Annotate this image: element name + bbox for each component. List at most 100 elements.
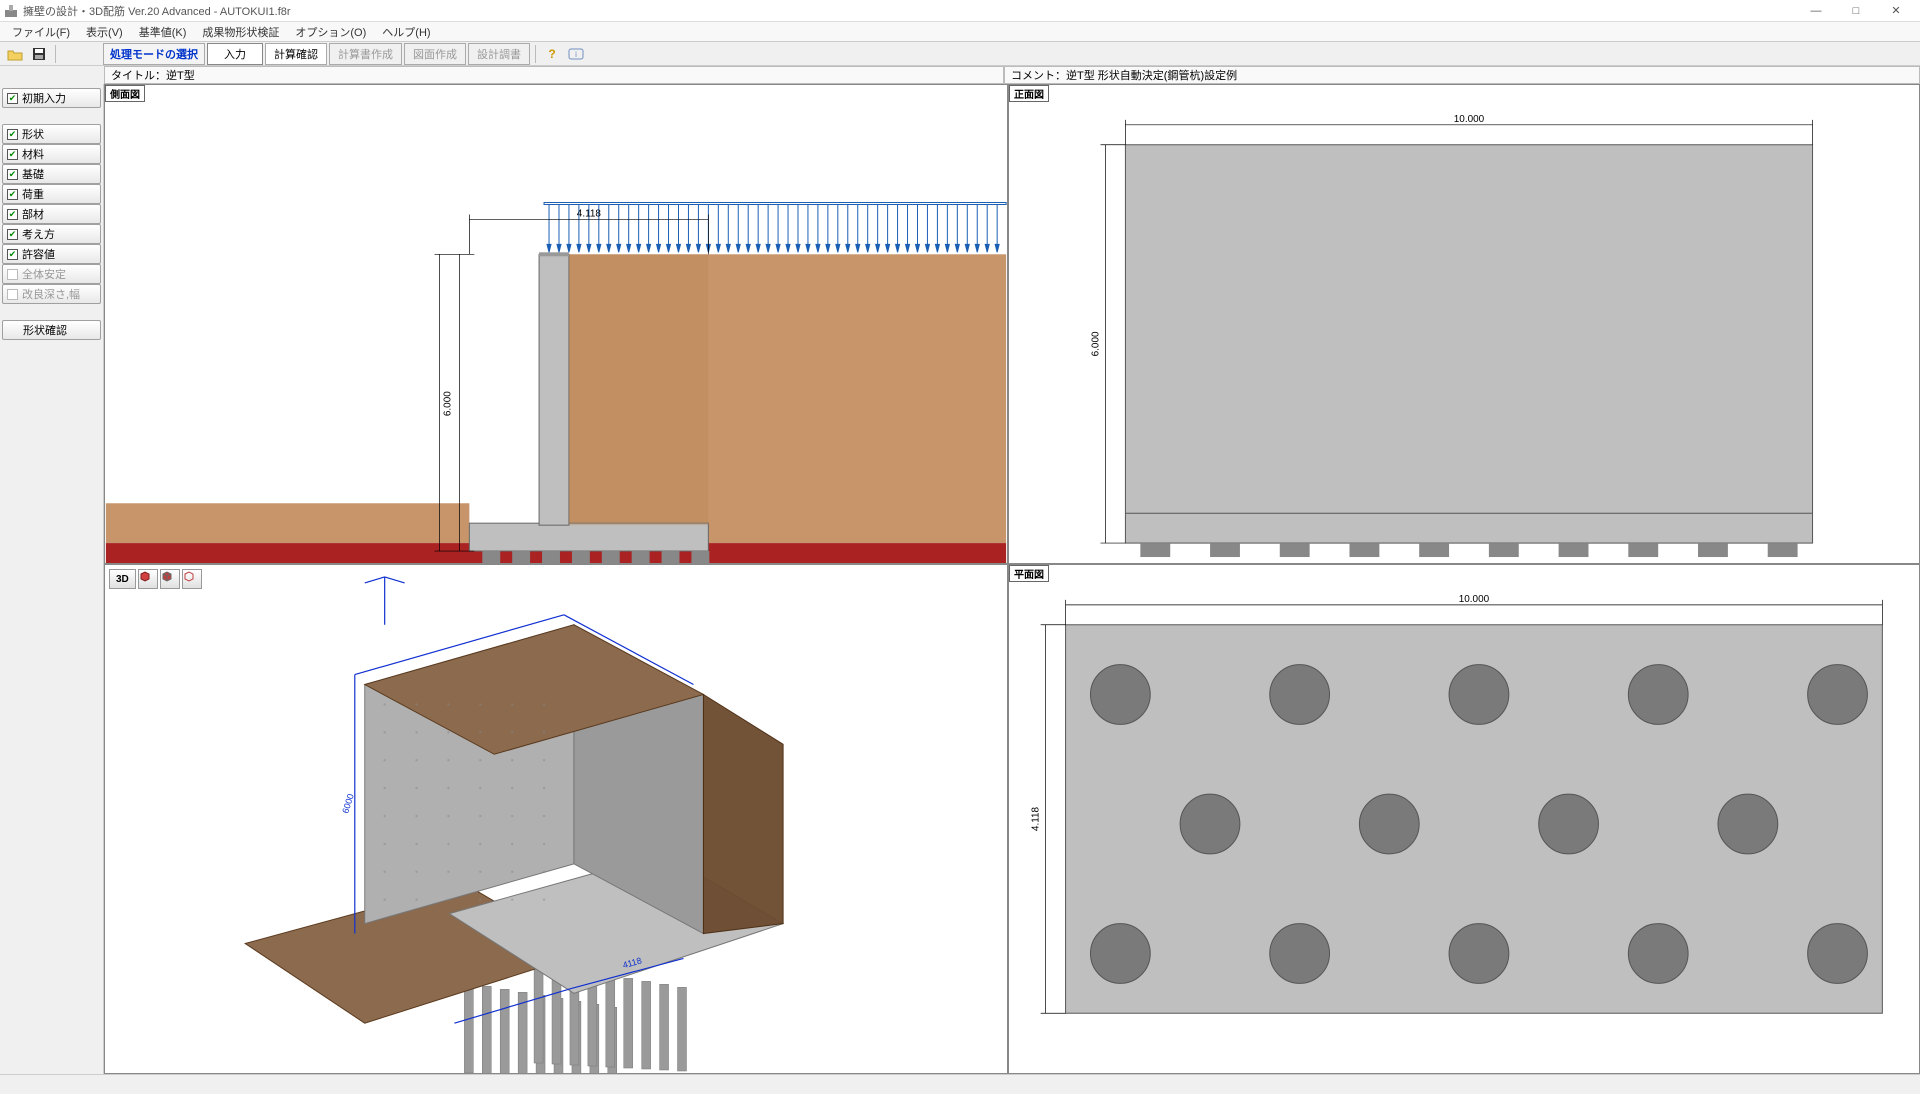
mode-report-button[interactable]: 計算書作成 bbox=[329, 43, 402, 65]
check-icon bbox=[7, 269, 18, 280]
title-value: 逆T型 bbox=[166, 67, 195, 83]
svg-text:4.118: 4.118 bbox=[1031, 806, 1042, 831]
check-icon bbox=[7, 289, 18, 300]
sidebar-item-label: 改良深さ,幅 bbox=[22, 286, 80, 302]
3d-toolbar: 3D bbox=[109, 569, 202, 589]
window-title: 擁壁の設計・3D配筋 Ver.20 Advanced - AUTOKUI1.f8… bbox=[23, 3, 1796, 19]
menubar: ファイル(F) 表示(V) 基準値(K) 成果物形状検証 オプション(O) ヘル… bbox=[0, 22, 1920, 42]
statusbar bbox=[0, 1074, 1920, 1094]
toolbar: 処理モードの選択 入力 計算確認 計算書作成 図面作成 設計調書 ? i bbox=[0, 42, 1920, 66]
info-icon: i bbox=[568, 48, 584, 60]
save-icon bbox=[32, 47, 46, 61]
help-button[interactable]: ? bbox=[541, 44, 563, 64]
close-button[interactable]: ✕ bbox=[1876, 1, 1916, 21]
mode-calc-button[interactable]: 計算確認 bbox=[265, 43, 327, 65]
check-icon: ✔ bbox=[7, 229, 18, 240]
cube-icon bbox=[139, 570, 157, 588]
sidebar-item-label: 荷重 bbox=[22, 186, 44, 202]
info-button[interactable]: i bbox=[565, 44, 587, 64]
3d-cube-wire-button[interactable] bbox=[182, 569, 202, 589]
sidebar-item-label: 考え方 bbox=[22, 226, 55, 242]
comment-value: 逆T型 形状自動決定(鋼管杭)設定例 bbox=[1066, 67, 1237, 83]
check-icon: ✔ bbox=[7, 209, 18, 220]
mode-input-button[interactable]: 入力 bbox=[207, 43, 263, 65]
menu-shape[interactable]: 成果物形状検証 bbox=[194, 22, 287, 42]
title-cell: タイトル： 逆T型 bbox=[104, 66, 1004, 84]
mode-draw-button[interactable]: 図面作成 bbox=[404, 43, 466, 65]
3d-cube-red-button[interactable] bbox=[138, 569, 158, 589]
svg-text:6.000: 6.000 bbox=[1091, 331, 1102, 356]
check-icon: ✔ bbox=[7, 169, 18, 180]
svg-text:10.000: 10.000 bbox=[1459, 594, 1490, 605]
sidebar-item-2[interactable]: ✔ 基礎 bbox=[2, 164, 101, 184]
separator bbox=[535, 45, 536, 63]
svg-text:i: i bbox=[575, 50, 577, 59]
menu-option[interactable]: オプション(O) bbox=[287, 22, 374, 42]
sidebar-item-8: 改良深さ,幅 bbox=[2, 284, 101, 304]
titlebar: 擁壁の設計・3D配筋 Ver.20 Advanced - AUTOKUI1.f8… bbox=[0, 0, 1920, 22]
view-label: 正面図 bbox=[1009, 85, 1049, 102]
front-view-drawing: 10.000 6.000 bbox=[1009, 85, 1919, 563]
comment-cell: コメント： 逆T型 形状自動決定(鋼管杭)設定例 bbox=[1004, 66, 1920, 84]
front-view[interactable]: 正面図 10.000 6 bbox=[1008, 84, 1920, 564]
maximize-button[interactable]: □ bbox=[1836, 1, 1876, 21]
app-icon bbox=[4, 4, 18, 18]
side-view-drawing: 6.000 4.118 bbox=[105, 85, 1007, 563]
cube-icon bbox=[161, 570, 179, 588]
sidebar-item-label: 材料 bbox=[22, 146, 44, 162]
plan-view[interactable]: 平面図 10.000 4.118 bbox=[1008, 564, 1920, 1074]
sidebar-item-1[interactable]: ✔ 材料 bbox=[2, 144, 101, 164]
viewports: 側面図 bbox=[104, 84, 1920, 1074]
sidebar-confirm-button[interactable]: 形状確認 bbox=[2, 320, 101, 340]
sidebar-item-label: 全体安定 bbox=[22, 266, 66, 282]
comment-label: コメント： bbox=[1011, 67, 1066, 83]
menu-file[interactable]: ファイル(F) bbox=[4, 22, 78, 42]
mode-design-button[interactable]: 設計調書 bbox=[468, 43, 530, 65]
sidebar-item-0[interactable]: ✔ 形状 bbox=[2, 124, 101, 144]
title-label: タイトル： bbox=[111, 67, 166, 83]
3d-view[interactable]: 3D bbox=[104, 564, 1008, 1074]
menu-ref[interactable]: 基準値(K) bbox=[131, 22, 195, 42]
menu-help[interactable]: ヘルプ(H) bbox=[374, 22, 438, 42]
sidebar-item-label: 基礎 bbox=[22, 166, 44, 182]
3d-drawing: 6000 4118 bbox=[105, 565, 1007, 1073]
svg-text:10.000: 10.000 bbox=[1454, 114, 1485, 125]
svg-text:4.118: 4.118 bbox=[577, 208, 602, 219]
plan-view-drawing: 10.000 4.118 bbox=[1009, 565, 1919, 1073]
sidebar-item-7: 全体安定 bbox=[2, 264, 101, 284]
sidebar-item-label: 部材 bbox=[22, 206, 44, 222]
sidebar-item-4[interactable]: ✔ 部材 bbox=[2, 204, 101, 224]
sidebar: ✔ 初期入力 ✔ 形状 ✔ 材料 ✔ 基礎 ✔ 荷重 ✔ 部材 ✔ 考え方 ✔ 許容値全体安定改良深さ,幅… bbox=[0, 84, 104, 1074]
3d-toggle-button[interactable]: 3D bbox=[109, 569, 136, 589]
cube-icon bbox=[183, 570, 201, 588]
minimize-button[interactable]: — bbox=[1796, 1, 1836, 21]
menu-view[interactable]: 表示(V) bbox=[78, 22, 131, 42]
mode-label: 処理モードの選択 bbox=[103, 43, 205, 65]
sidebar-item-label: 形状確認 bbox=[23, 322, 67, 338]
separator bbox=[55, 45, 56, 63]
open-button[interactable] bbox=[4, 44, 26, 64]
sidebar-item-label: 許容値 bbox=[22, 246, 55, 262]
window-controls: — □ ✕ bbox=[1796, 1, 1916, 21]
3d-cube-grey-button[interactable] bbox=[160, 569, 180, 589]
svg-text:6.000: 6.000 bbox=[442, 391, 453, 416]
main: ✔ 初期入力 ✔ 形状 ✔ 材料 ✔ 基礎 ✔ 荷重 ✔ 部材 ✔ 考え方 ✔ 許容値全体安定改良深さ,幅… bbox=[0, 84, 1920, 1074]
sidebar-item-label: 初期入力 bbox=[22, 90, 66, 106]
open-icon bbox=[7, 47, 23, 61]
save-button[interactable] bbox=[28, 44, 50, 64]
check-icon: ✔ bbox=[7, 93, 18, 104]
sidebar-initial-button[interactable]: ✔ 初期入力 bbox=[2, 88, 101, 108]
check-icon: ✔ bbox=[7, 149, 18, 160]
sidebar-item-5[interactable]: ✔ 考え方 bbox=[2, 224, 101, 244]
check-icon: ✔ bbox=[7, 249, 18, 260]
view-label: 側面図 bbox=[105, 85, 145, 102]
view-label: 平面図 bbox=[1009, 565, 1049, 582]
sidebar-item-3[interactable]: ✔ 荷重 bbox=[2, 184, 101, 204]
sidebar-item-6[interactable]: ✔ 許容値 bbox=[2, 244, 101, 264]
svg-text:6000: 6000 bbox=[340, 793, 356, 815]
sidebar-item-label: 形状 bbox=[22, 126, 44, 142]
check-icon: ✔ bbox=[7, 129, 18, 140]
check-icon: ✔ bbox=[7, 189, 18, 200]
svg-text:?: ? bbox=[548, 47, 555, 61]
side-view[interactable]: 側面図 bbox=[104, 84, 1008, 564]
